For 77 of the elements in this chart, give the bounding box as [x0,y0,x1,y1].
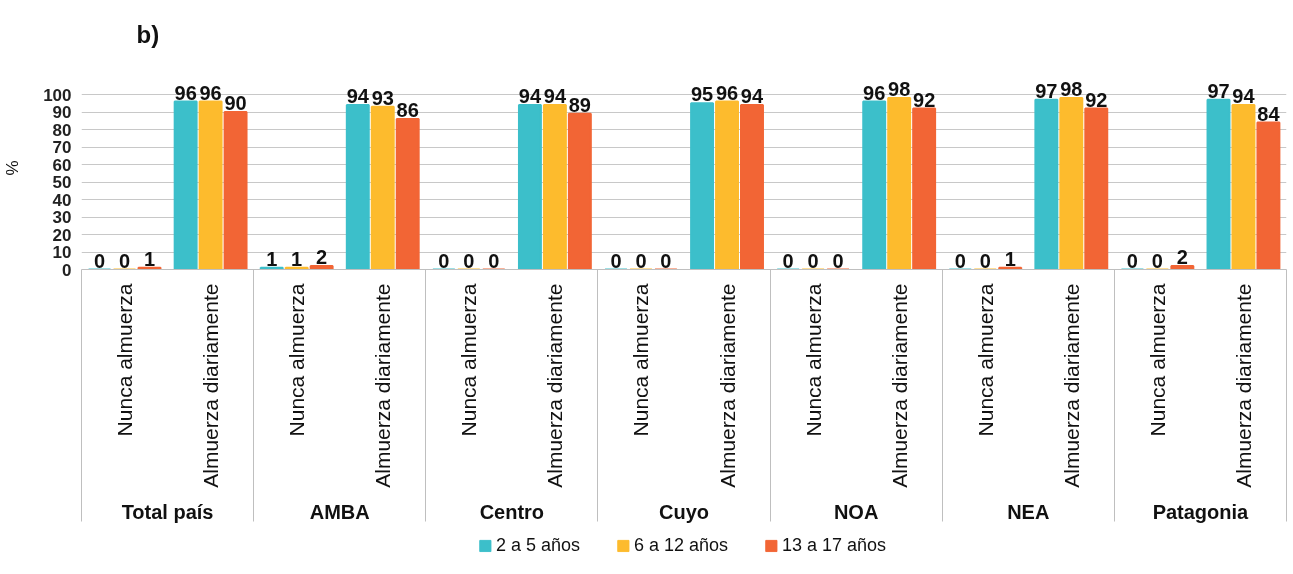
data-label: 2 [316,246,328,268]
data-label: 1 [143,247,156,270]
data-label: 0 [979,249,991,272]
data-label: 0 [438,249,450,272]
data-label: 94 [1232,85,1256,107]
data-label: 0 [1126,249,1138,272]
data-label: 96 [715,81,739,104]
y-tick-label: 70 [52,138,72,157]
data-label: 94 [740,85,764,107]
data-label: 1 [291,247,303,270]
x-tick-label: Nunca almuerza [113,283,137,437]
y-tick-label: 80 [52,120,72,140]
legend-label: 2 a 5 años [495,534,580,556]
data-label: 97 [1207,79,1230,102]
data-label: 0 [660,249,672,272]
x-tick-label: Nunca almuerza [629,283,653,437]
data-label: 96 [863,81,886,104]
data-label: 86 [396,99,419,121]
data-label: 92 [913,88,936,111]
y-tick-label: 40 [52,190,72,210]
x-tick-label: Nunca almuerza [457,283,481,437]
data-label: 98 [1060,78,1083,100]
text: Centro [479,500,545,523]
y-tick-label: 50 [52,173,72,192]
data-label: 0 [782,249,794,272]
text: Cuyo [659,500,709,523]
data-label: 92 [1085,88,1108,111]
text: NOA [833,500,879,523]
x-tick-label: Nunca almuerza [285,283,309,437]
x-tick-label: Almuerza diariamente [1231,283,1255,488]
chart-title: b) [136,21,160,48]
y-tick-label: 20 [52,225,72,245]
x-tick-label: Nunca almuerza [801,283,825,437]
x-tick-label: Nunca almuerza [973,283,997,437]
legend-label: 13 a 17 años [782,534,887,556]
data-label: 90 [224,92,247,114]
x-tick-label: Almuerza diariamente [887,283,911,488]
data-label: 2 [1176,246,1188,268]
text: Patagonia [1152,500,1250,523]
data-label: 0 [832,249,844,272]
data-label: 1 [266,247,278,270]
data-label: 95 [690,83,714,106]
data-label: 0 [463,249,475,272]
text: Total país [121,500,214,523]
y-tick-label: 30 [52,208,72,227]
x-tick-label: Nunca almuerza [1145,283,1169,437]
legend-label: 6 a 12 años [633,534,729,556]
y-tick-label: 0 [62,260,72,280]
data-label: 0 [94,249,106,272]
data-label: 0 [635,249,647,272]
data-label: 89 [568,93,591,116]
data-label: 0 [488,249,500,272]
data-label: 94 [346,85,370,107]
text: AMBA [309,500,370,523]
y-tick-label: 60 [52,155,72,175]
x-tick-label: Almuerza diariamente [371,283,395,488]
y-axis-title: % [3,160,23,176]
data-label: 93 [371,86,394,109]
data-label: 0 [807,249,819,272]
data-label: 94 [518,85,542,107]
x-tick-label: Almuerza diariamente [715,283,739,488]
y-tick-label: 10 [52,243,72,262]
data-label: 96 [174,81,197,104]
x-tick-label: Almuerza diariamente [199,283,223,488]
y-tick-label: 90 [52,103,72,122]
data-label: 94 [543,85,567,107]
data-label: 0 [1151,249,1163,272]
data-label: 1 [1004,247,1016,270]
data-label: 97 [1035,79,1058,102]
x-tick-label: Almuerza diariamente [1059,283,1083,488]
y-tick-label: 100 [43,85,72,105]
data-label: 96 [199,81,222,104]
data-label: 0 [954,249,966,272]
x-tick-label: Almuerza diariamente [543,283,567,488]
data-label: 98 [888,78,911,100]
data-label: 84 [1257,102,1281,125]
text: NEA [1007,500,1050,523]
